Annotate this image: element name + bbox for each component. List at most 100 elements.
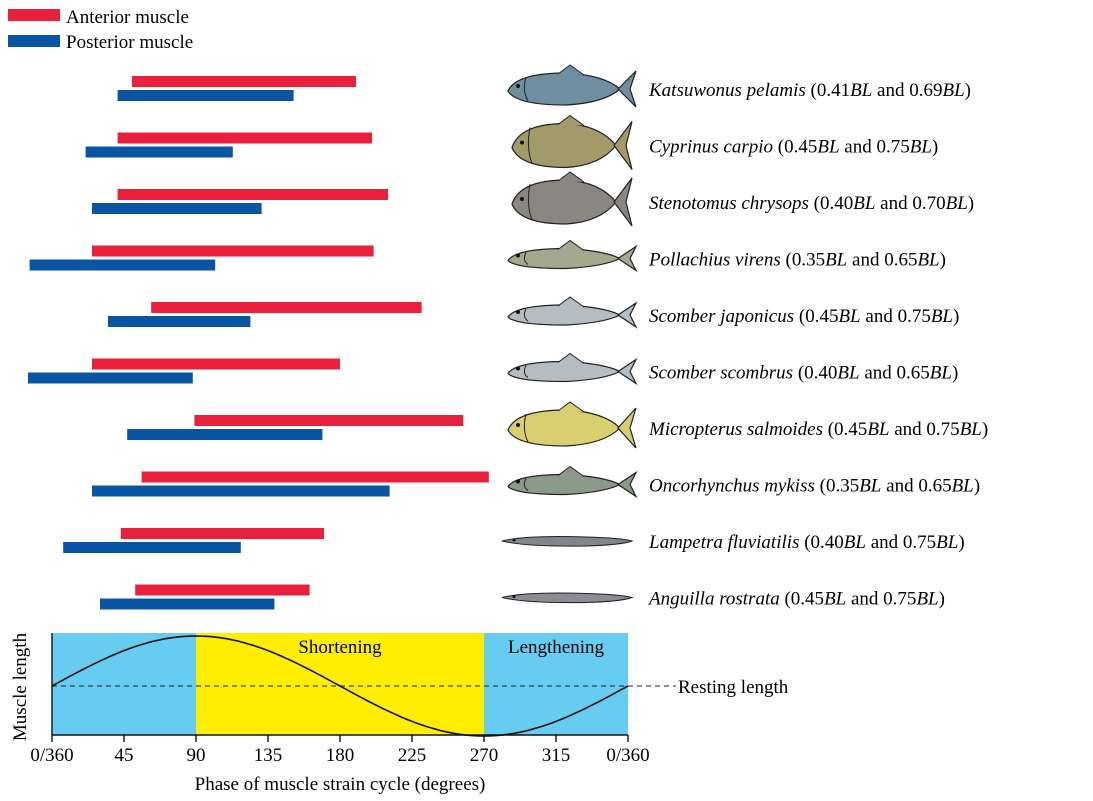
fish-dorsal-fin xyxy=(557,239,585,251)
species-label: Scomber scombrus (0.40BL and 0.65BL) xyxy=(649,363,958,384)
label-bl: BL xyxy=(930,363,952,384)
label-paren-open: (0.35 xyxy=(781,250,825,271)
fish-tail xyxy=(616,244,638,273)
label-bl: BL xyxy=(825,250,847,271)
species-label: Anguilla rostrata (0.45BL and 0.75BL) xyxy=(647,589,945,610)
strain-cycle-panel: Shortening Lengthening Resting length xyxy=(51,633,789,737)
species-label: Cyprinus carpio (0.45BL and 0.75BL) xyxy=(649,137,938,158)
fish-tail xyxy=(616,301,638,329)
label-paren-open: (0.45 xyxy=(794,306,838,327)
posterior-bar xyxy=(92,485,390,497)
fish-eye xyxy=(516,253,520,258)
resting-length-label: Resting length xyxy=(678,677,789,698)
legend: Anterior muscle Posterior muscle xyxy=(8,7,193,53)
species-name: Lampetra fluviatilis xyxy=(648,532,799,553)
fish-dorsal-fin xyxy=(557,401,585,413)
fish-dorsal-fin xyxy=(557,296,585,308)
label-paren-close: ) xyxy=(982,419,988,440)
fish-tail xyxy=(617,70,637,108)
species-name: Stenotomus chrysops xyxy=(649,193,809,214)
fish-gill xyxy=(523,308,529,322)
fish-dorsal-fin xyxy=(557,352,585,364)
species-name: Scomber japonicus xyxy=(649,306,794,327)
label-and: and 0.70 xyxy=(875,193,945,214)
anterior-bar xyxy=(117,132,372,144)
label-bl: BL xyxy=(916,589,938,610)
label-paren-close: ) xyxy=(939,589,945,610)
species-name: Micropterus salmoides xyxy=(648,419,823,440)
fish-scomber-japonicus-icon xyxy=(507,296,638,329)
anterior-bar xyxy=(120,528,324,539)
label-bl: BL xyxy=(910,137,932,158)
anterior-bar xyxy=(194,415,464,426)
label-bl: BL xyxy=(936,532,958,553)
species-name: Pollachius virens xyxy=(648,250,781,271)
label-paren-close: ) xyxy=(932,137,938,158)
label-and: and 0.75 xyxy=(846,589,916,610)
fish-dorsal-fin xyxy=(557,171,585,183)
label-paren-close: ) xyxy=(952,363,958,384)
anterior-bar xyxy=(92,245,374,257)
strain-band xyxy=(484,633,628,735)
fish-cyprinus-carpio-icon xyxy=(511,114,633,170)
fish-eye xyxy=(516,479,520,484)
label-paren-close: ) xyxy=(953,306,959,327)
x-tick-label: 225 xyxy=(398,745,427,766)
fish-dorsal-fin xyxy=(557,64,585,76)
fish-micropterus-salmoides-icon xyxy=(507,401,637,449)
label-paren-open: (0.45 xyxy=(780,589,824,610)
fish-dorsal-fin xyxy=(557,114,585,126)
species-name: Cyprinus carpio xyxy=(649,137,773,158)
label-paren-close: ) xyxy=(958,532,964,553)
label-bl: BL xyxy=(931,306,953,327)
label-bl: BL xyxy=(942,80,964,101)
fish-eye xyxy=(520,140,524,145)
bars-area xyxy=(28,76,489,610)
posterior-bar xyxy=(92,203,262,214)
fish-body xyxy=(501,536,634,547)
species-name: Oncorhynchus mykiss xyxy=(649,476,815,497)
label-paren-close: ) xyxy=(968,193,974,214)
x-tick-label: 45 xyxy=(115,745,134,766)
fish-gill xyxy=(527,183,533,221)
species-label: Scomber japonicus (0.45BL and 0.75BL) xyxy=(649,306,959,327)
x-axis: 0/360 45 90 135 180 225 270 315 0/360 xyxy=(30,633,650,766)
anterior-bar xyxy=(135,584,310,596)
label-paren-open: (0.40 xyxy=(793,363,837,384)
fish-body xyxy=(511,179,617,225)
posterior-bar xyxy=(100,598,275,610)
posterior-bar xyxy=(28,372,193,384)
species-label: Oncorhynchus mykiss (0.35BL and 0.65BL) xyxy=(649,476,980,497)
x-tick-label: 135 xyxy=(254,745,283,766)
band-label: Lengthening xyxy=(508,637,605,658)
legend-swatch-posterior xyxy=(8,35,60,47)
species-label: Katsuwonus pelamis (0.41BL and 0.69BL) xyxy=(648,80,971,101)
label-bl: BL xyxy=(844,532,866,553)
fish-gill xyxy=(523,413,529,443)
label-bl: BL xyxy=(859,476,881,497)
fish-tail xyxy=(613,121,633,170)
fish-gill xyxy=(523,365,529,378)
legend-label-posterior: Posterior muscle xyxy=(66,32,193,53)
fish-eye xyxy=(512,595,516,598)
fish-oncorhynchus-mykiss-icon xyxy=(507,465,638,499)
x-tick-label: 315 xyxy=(542,745,571,766)
fish-eye xyxy=(516,366,520,371)
x-tick-label: 0/360 xyxy=(30,745,73,766)
label-paren-open: (0.40 xyxy=(799,532,843,553)
fish-tail xyxy=(617,407,637,449)
anterior-bar xyxy=(132,76,356,87)
posterior-bar xyxy=(117,90,294,101)
label-bl: BL xyxy=(850,80,872,101)
label-bl: BL xyxy=(917,250,939,271)
label-bl: BL xyxy=(946,193,968,214)
species-name: Scomber scombrus xyxy=(649,363,793,384)
fish-eye xyxy=(516,423,520,427)
anterior-bar xyxy=(141,471,489,483)
species-name: Anguilla rostrata xyxy=(647,589,780,610)
fish-lampetra-fluviatilis-icon xyxy=(501,536,634,547)
label-paren-open: (0.41 xyxy=(806,80,850,101)
anterior-bar xyxy=(151,302,422,313)
fish-tail xyxy=(613,177,633,227)
posterior-bar xyxy=(85,146,233,158)
